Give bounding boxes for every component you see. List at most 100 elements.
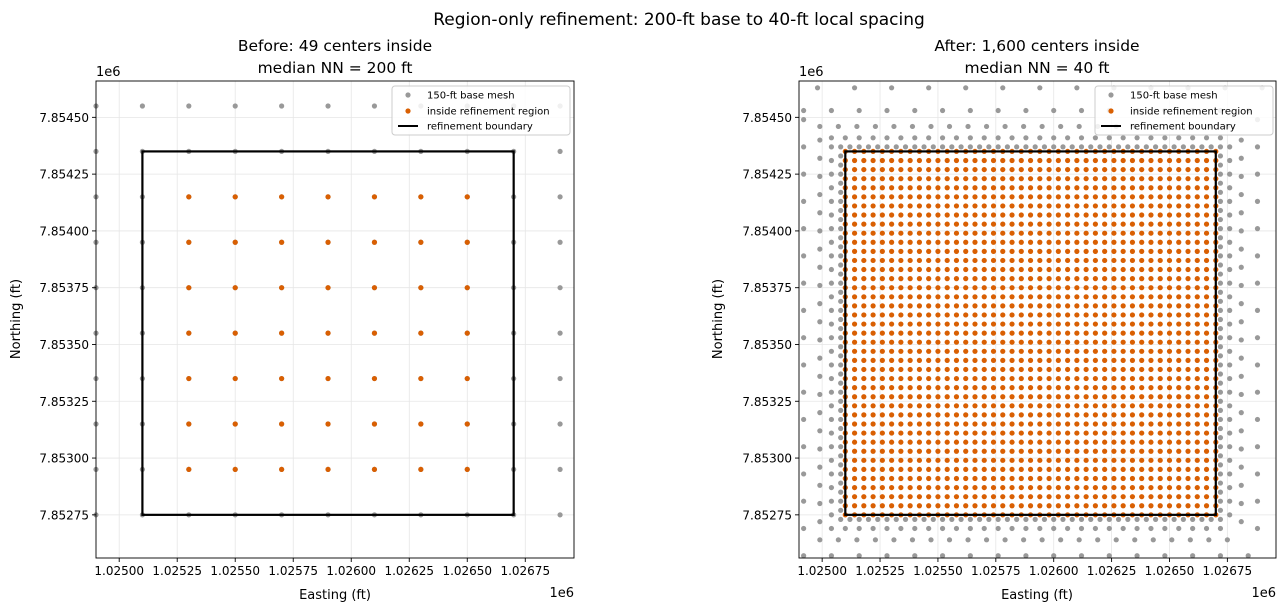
inside-point bbox=[1102, 248, 1108, 254]
inside-point bbox=[1203, 466, 1210, 473]
inside-point bbox=[1176, 475, 1182, 482]
inside-point bbox=[889, 484, 895, 491]
inside-point bbox=[898, 257, 904, 264]
inside-point bbox=[935, 194, 941, 200]
inside-point bbox=[879, 366, 885, 373]
inside-point bbox=[1102, 366, 1108, 373]
inside-point bbox=[926, 475, 932, 482]
inside-point bbox=[935, 403, 941, 409]
base-mesh-point bbox=[1097, 516, 1103, 522]
base-mesh-point bbox=[1217, 180, 1224, 186]
inside-point bbox=[963, 312, 969, 318]
inside-point bbox=[1148, 176, 1154, 182]
inside-point bbox=[1074, 375, 1080, 382]
base-mesh-point bbox=[828, 416, 835, 423]
inside-point bbox=[870, 439, 876, 445]
inside-point bbox=[1120, 494, 1126, 500]
inside-point bbox=[1046, 176, 1052, 182]
inside-point bbox=[1148, 321, 1154, 327]
inside-point bbox=[1046, 248, 1052, 254]
inside-point bbox=[1139, 266, 1145, 273]
base-mesh-point bbox=[801, 117, 807, 123]
base-mesh-point bbox=[1238, 446, 1244, 452]
inside-point bbox=[1027, 466, 1034, 473]
inside-point bbox=[1055, 457, 1061, 463]
inside-point bbox=[963, 484, 969, 491]
inside-point bbox=[1148, 312, 1154, 318]
inside-point bbox=[1018, 303, 1024, 309]
base-mesh-point bbox=[983, 123, 990, 130]
inside-point bbox=[1129, 430, 1136, 436]
inside-point bbox=[1037, 321, 1043, 327]
inside-point bbox=[1102, 303, 1108, 309]
inside-point bbox=[1055, 257, 1061, 264]
inside-point bbox=[953, 312, 960, 318]
inside-point bbox=[1203, 185, 1210, 191]
inside-point bbox=[1111, 448, 1117, 454]
base-mesh-point bbox=[838, 444, 844, 450]
y-tick-label: 7.85425 bbox=[742, 168, 792, 182]
inside-point bbox=[1176, 484, 1182, 491]
inside-point bbox=[1102, 457, 1108, 463]
inside-point bbox=[1037, 285, 1043, 291]
inside-point bbox=[1055, 166, 1061, 173]
inside-point bbox=[861, 212, 867, 218]
inside-point bbox=[1194, 339, 1200, 345]
inside-point bbox=[907, 221, 913, 227]
inside-point bbox=[1092, 203, 1098, 209]
inside-point bbox=[907, 285, 913, 291]
inside-point bbox=[1037, 339, 1043, 345]
inside-point bbox=[916, 194, 923, 200]
inside-point bbox=[1000, 385, 1006, 391]
inside-point bbox=[879, 412, 885, 418]
inside-point bbox=[981, 257, 987, 264]
axes-spine bbox=[95, 80, 575, 559]
inside-point bbox=[1065, 276, 1071, 282]
inside-point bbox=[1018, 385, 1024, 391]
inside-point bbox=[1055, 430, 1061, 436]
inside-point bbox=[1139, 339, 1145, 345]
inside-point bbox=[851, 439, 858, 445]
inside-point bbox=[1046, 303, 1052, 309]
inside-point bbox=[879, 357, 885, 363]
inside-point bbox=[953, 421, 960, 427]
inside-point bbox=[898, 194, 904, 200]
base-mesh-point bbox=[1203, 135, 1210, 141]
inside-point bbox=[907, 385, 913, 391]
inside-point bbox=[861, 466, 867, 473]
inside-point bbox=[1157, 230, 1163, 236]
base-mesh-point bbox=[898, 135, 904, 141]
inside-point bbox=[1120, 321, 1126, 327]
inside-point bbox=[926, 230, 932, 236]
inside-point bbox=[889, 239, 895, 245]
base-mesh-point bbox=[557, 285, 563, 291]
inside-point bbox=[926, 185, 932, 191]
inside-point bbox=[1018, 176, 1024, 182]
inside-point bbox=[907, 475, 913, 482]
inside-point bbox=[1027, 303, 1034, 309]
inside-point bbox=[1166, 394, 1173, 400]
base-mesh-point bbox=[801, 389, 807, 395]
base-mesh-point bbox=[1074, 85, 1080, 91]
base-mesh-point bbox=[1217, 444, 1224, 450]
inside-point bbox=[1203, 430, 1210, 436]
base-mesh-point bbox=[1051, 107, 1057, 114]
inside-point bbox=[1157, 176, 1163, 182]
inside-point bbox=[870, 230, 876, 236]
inside-point bbox=[981, 348, 987, 354]
inside-point bbox=[232, 375, 238, 382]
inside-point bbox=[1037, 157, 1043, 164]
inside-point bbox=[1009, 484, 1015, 491]
inside-point bbox=[953, 230, 960, 236]
inside-point bbox=[879, 385, 885, 391]
inside-point bbox=[1139, 394, 1145, 400]
inside-point bbox=[879, 448, 885, 454]
x-ticks: 1.02500 1.02525 1.02550 1.02575 1.02600 1.026… bbox=[797, 558, 1252, 578]
inside-point bbox=[1166, 221, 1173, 227]
inside-point bbox=[1148, 185, 1154, 191]
inside-point bbox=[1120, 276, 1126, 282]
inside-point bbox=[851, 448, 858, 454]
inside-point bbox=[371, 421, 378, 427]
base-mesh-points bbox=[93, 103, 563, 518]
inside-point bbox=[1009, 257, 1015, 264]
